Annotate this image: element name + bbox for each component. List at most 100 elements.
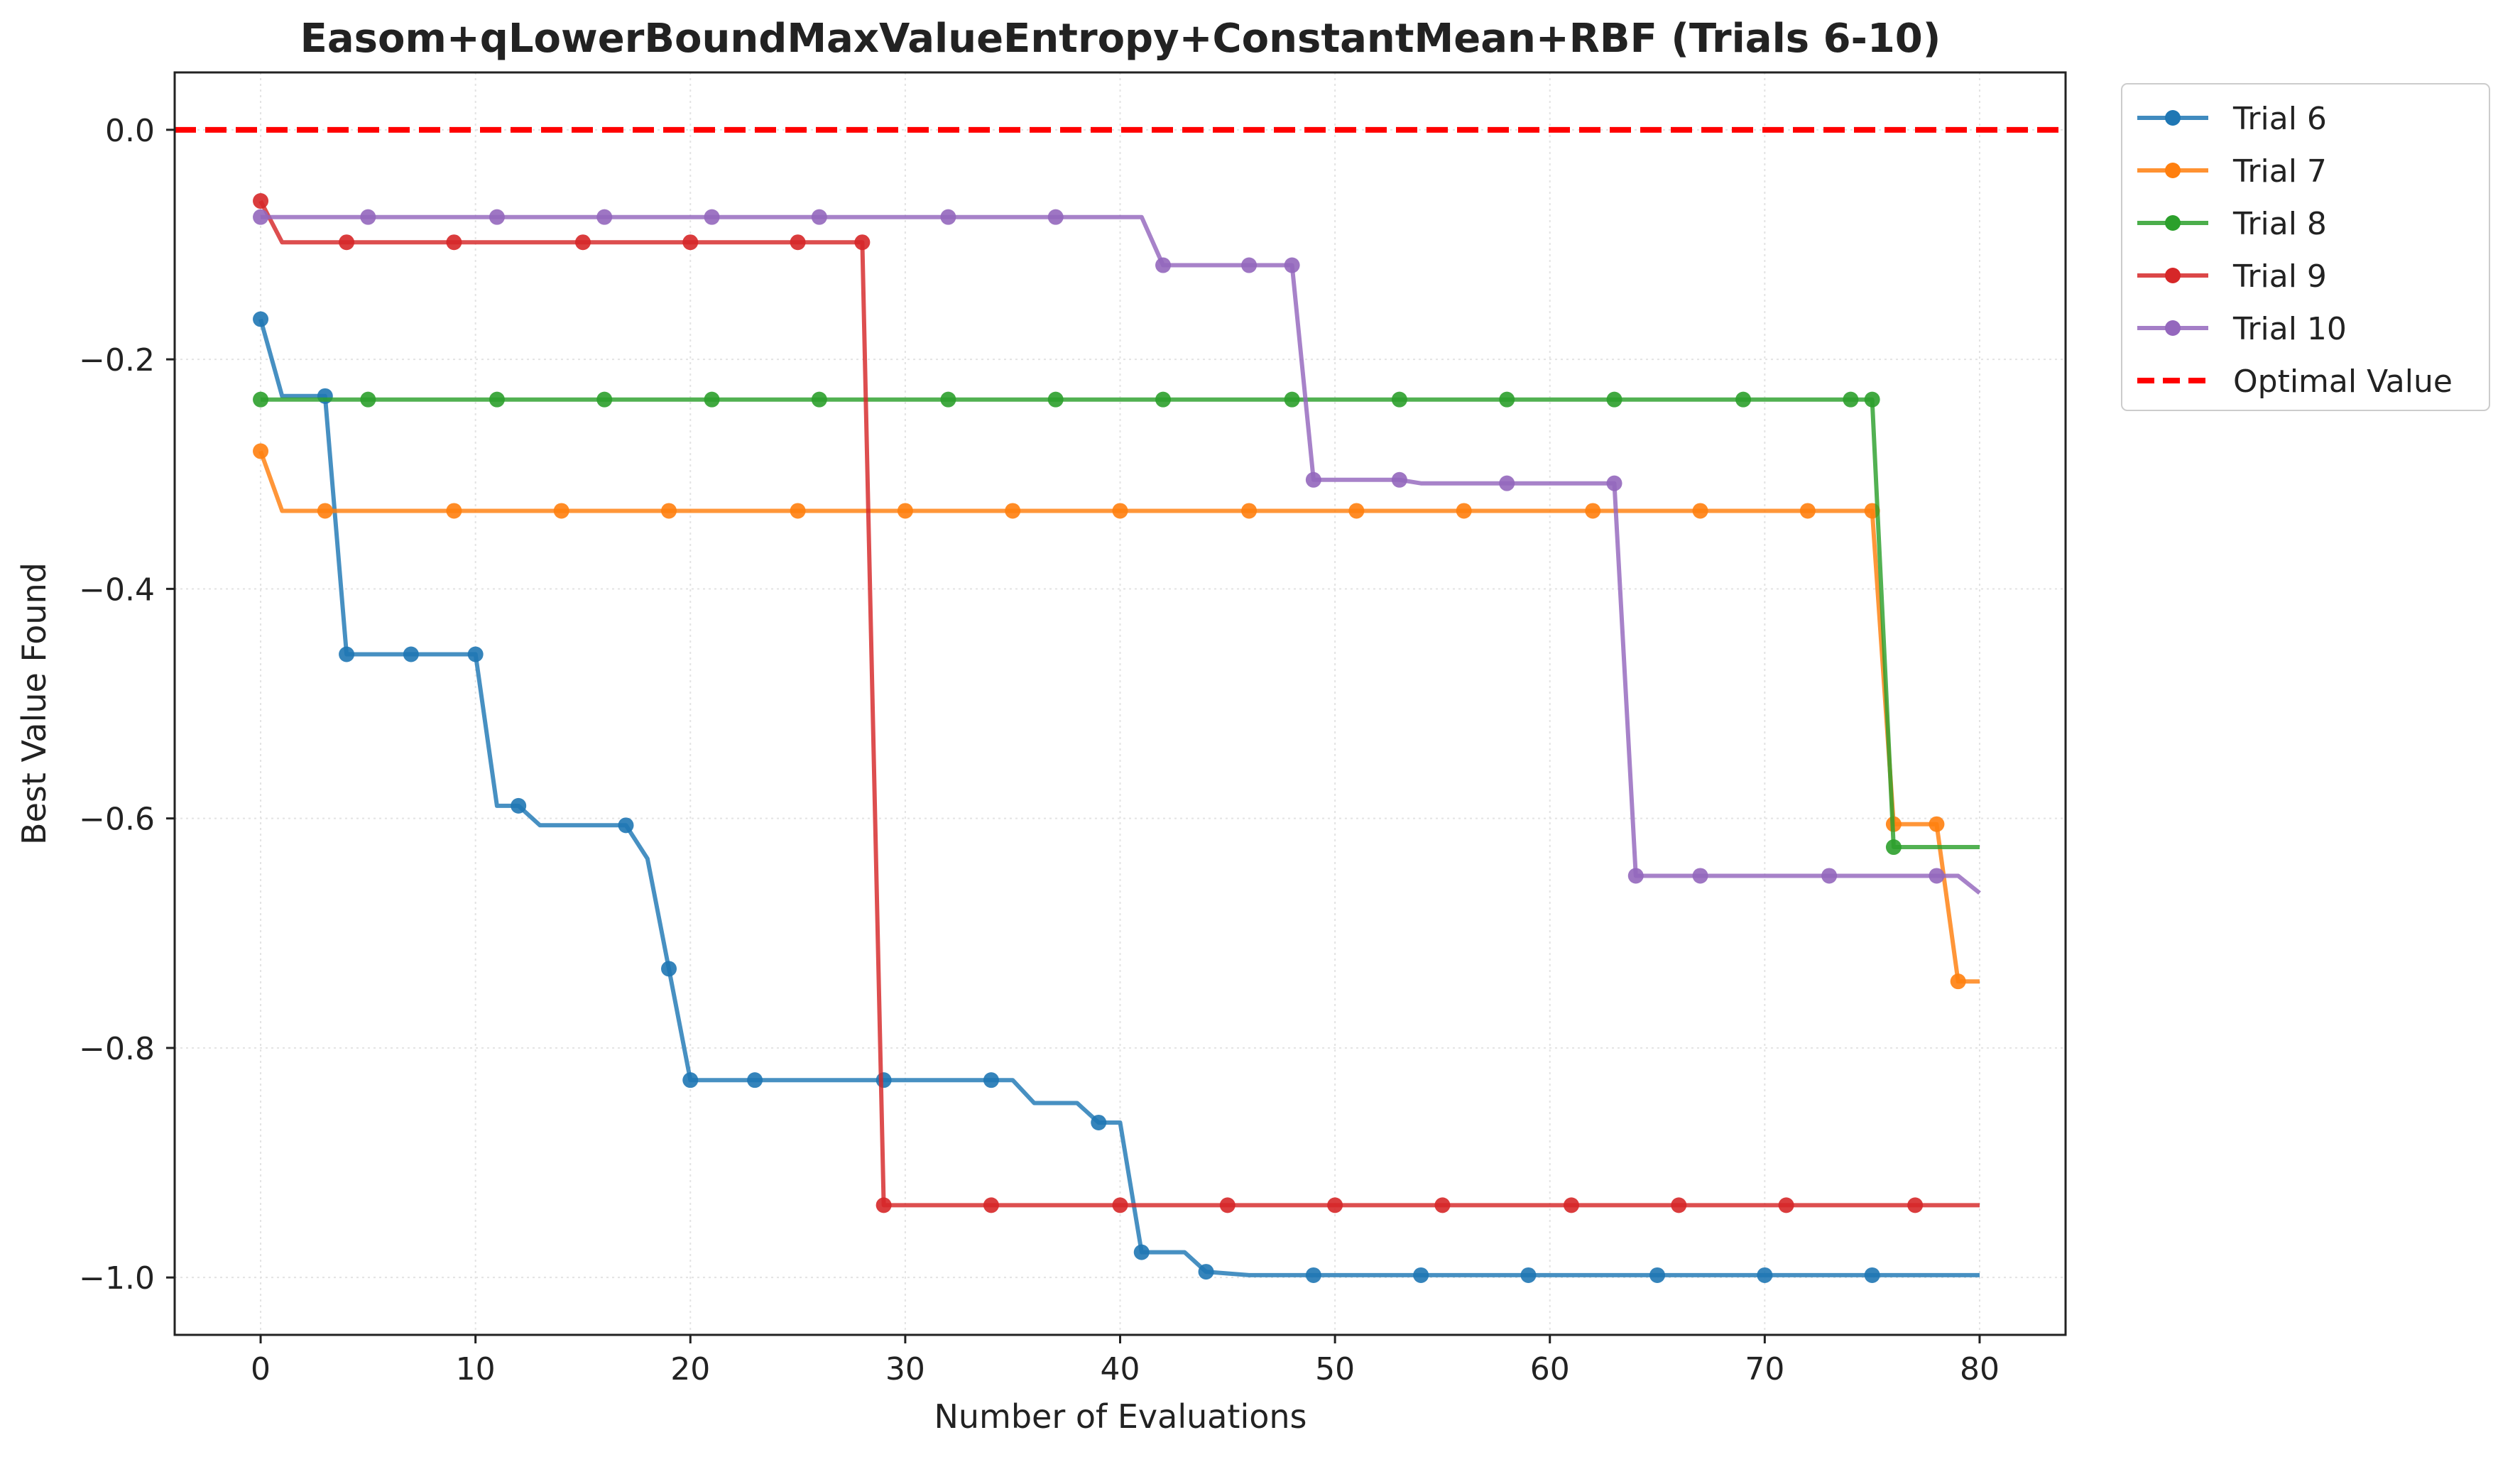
data-point <box>489 209 505 225</box>
data-point <box>1198 1264 1214 1280</box>
data-point <box>253 209 269 225</box>
data-point <box>446 234 462 251</box>
data-point <box>1434 1197 1451 1213</box>
data-point <box>1929 816 1945 832</box>
data-point <box>1907 1197 1924 1213</box>
data-point <box>811 391 827 408</box>
data-point <box>1091 1114 1107 1130</box>
data-point <box>596 391 613 408</box>
x-tick-label: 40 <box>1101 1351 1140 1387</box>
data-point <box>253 443 269 459</box>
data-point <box>1112 503 1128 519</box>
data-point <box>1047 209 1064 225</box>
data-point <box>1627 868 1644 884</box>
y-tick-label: −0.8 <box>79 1031 155 1067</box>
data-point <box>1284 391 1300 408</box>
data-point <box>1456 503 1472 519</box>
data-point <box>661 503 677 519</box>
data-point <box>1864 1267 1880 1283</box>
data-point <box>1671 1197 1687 1213</box>
data-point <box>1843 391 1859 408</box>
grid <box>175 72 2066 1335</box>
data-point <box>1499 475 1515 491</box>
x-ticks: 0 10 20 30 40 50 60 70 80 <box>251 1335 2000 1387</box>
data-point <box>1692 868 1708 884</box>
data-point <box>360 209 376 225</box>
data-point <box>253 311 269 327</box>
data-point <box>618 817 634 834</box>
data-point <box>1348 503 1365 519</box>
data-point <box>811 209 827 225</box>
data-point <box>983 1072 999 1088</box>
legend-swatch-marker <box>2165 268 2181 283</box>
data-point <box>1305 471 1321 488</box>
data-point <box>876 1072 892 1088</box>
y-tick-label: −0.4 <box>79 572 155 608</box>
data-point <box>790 234 806 251</box>
data-point <box>1241 257 1258 273</box>
data-point <box>1692 503 1708 519</box>
data-point <box>747 1072 763 1088</box>
data-point <box>1305 1267 1321 1283</box>
data-point <box>1413 1267 1429 1283</box>
x-tick-label: 20 <box>670 1351 710 1387</box>
data-point <box>1757 1267 1773 1283</box>
legend-frame <box>2121 83 2490 411</box>
legend-label: Trial 9 <box>2232 258 2327 295</box>
data-point <box>704 391 720 408</box>
legend-swatch-marker <box>2165 163 2181 178</box>
data-point <box>596 209 613 225</box>
data-point <box>1929 868 1945 884</box>
x-tick-label: 50 <box>1315 1351 1355 1387</box>
series-trial-6 <box>253 311 1980 1283</box>
data-point <box>876 1197 892 1213</box>
data-point <box>1821 868 1838 884</box>
data-point <box>1606 391 1622 408</box>
legend-swatch-marker <box>2165 110 2181 126</box>
data-point <box>940 209 956 225</box>
x-axis-label: Number of Evaluations <box>934 1397 1307 1436</box>
data-point <box>1649 1267 1666 1283</box>
series-trial-10 <box>253 209 1981 895</box>
data-point <box>854 234 871 251</box>
data-point <box>1563 1197 1579 1213</box>
y-tick-label: 0.0 <box>105 113 155 149</box>
data-point <box>661 961 677 977</box>
legend-label: Trial 6 <box>2232 101 2327 137</box>
data-point <box>790 503 806 519</box>
data-point <box>467 646 484 662</box>
x-tick-label: 30 <box>885 1351 925 1387</box>
legend-label: Trial 8 <box>2232 206 2327 242</box>
y-axis-label: Best Value Found <box>15 562 53 845</box>
data-point <box>983 1197 999 1213</box>
data-point <box>1241 503 1258 519</box>
legend-label: Trial 7 <box>2232 153 2327 190</box>
data-point <box>403 646 419 662</box>
data-point <box>1133 1244 1150 1260</box>
data-point <box>253 391 269 408</box>
data-point <box>339 234 355 251</box>
series-trial-8 <box>253 391 1980 856</box>
series-line <box>261 397 1980 849</box>
data-point <box>1047 391 1064 408</box>
data-point <box>489 391 505 408</box>
data-point <box>682 1072 699 1088</box>
x-tick-label: 10 <box>456 1351 496 1387</box>
legend: Trial 6 Trial 7 Trial 8 Trial 9 Trial 10 Opti… <box>2121 83 2490 411</box>
data-point <box>1778 1197 1794 1213</box>
y-ticks: 0.0 −0.2 −0.4 −0.6 −0.8 −1.0 <box>79 113 175 1297</box>
data-point <box>1499 391 1515 408</box>
data-point <box>1885 839 1902 856</box>
data-point <box>1112 1197 1128 1213</box>
data-point <box>1219 1197 1236 1213</box>
series-trial-9 <box>253 193 1980 1213</box>
data-point <box>682 234 699 251</box>
data-point <box>1327 1197 1343 1213</box>
x-tick-label: 0 <box>251 1351 271 1387</box>
data-point <box>1950 973 1966 990</box>
data-point <box>704 209 720 225</box>
y-tick-label: −0.6 <box>79 802 155 838</box>
data-point <box>1391 471 1407 488</box>
data-point <box>253 193 269 209</box>
